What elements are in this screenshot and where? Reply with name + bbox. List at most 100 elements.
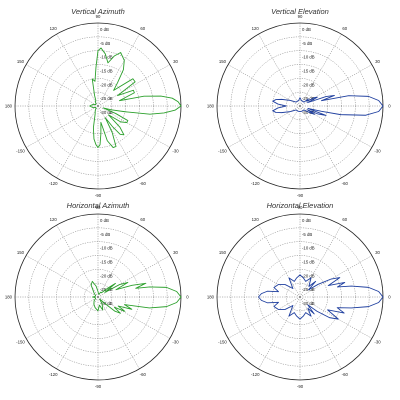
- grid-spoke: [258, 296, 301, 370]
- chart-title: Vertical Azimuth: [71, 7, 125, 16]
- angle-tick-label: -90: [297, 193, 304, 198]
- grid-spoke: [227, 64, 301, 107]
- grid-spoke: [227, 105, 301, 148]
- grid-spoke: [25, 105, 99, 148]
- angle-tick-label: -120: [49, 181, 58, 186]
- grid-ring: [28, 36, 168, 176]
- angle-tick-label: 120: [252, 217, 260, 222]
- angle-tick-label: 30: [375, 250, 380, 255]
- radial-tick-label: -5 dB: [100, 41, 110, 46]
- radial-tick-label: -15 dB: [302, 69, 315, 74]
- grid-ring: [70, 78, 126, 134]
- angle-tick-label: -30: [374, 339, 381, 344]
- radial-tick-label: -15 dB: [302, 260, 315, 265]
- grid-spoke: [25, 64, 99, 107]
- angle-tick-label: 60: [140, 217, 145, 222]
- angle-tick-label: -30: [374, 148, 381, 153]
- grid-spoke: [97, 64, 171, 107]
- grid-spoke: [299, 105, 373, 148]
- angle-tick-label: -120: [251, 372, 260, 377]
- grid-spoke: [97, 33, 140, 107]
- grid-spoke: [299, 224, 342, 298]
- angle-tick-label: 60: [342, 217, 347, 222]
- radial-tick-label: -20 dB: [302, 82, 315, 87]
- angle-tick-label: 0: [388, 295, 391, 300]
- grid-spoke: [56, 33, 99, 107]
- angle-tick-label: -150: [16, 148, 25, 153]
- angle-tick-label: -150: [16, 339, 25, 344]
- radial-tick-label: -15 dB: [100, 260, 113, 265]
- grid-spoke: [25, 255, 99, 298]
- radial-tick-label: -5 dB: [302, 232, 312, 237]
- radial-tick-label: 0 dB: [100, 218, 109, 223]
- chart-title: Vertical Elevation: [271, 7, 329, 16]
- grid-spoke: [227, 255, 301, 298]
- angle-tick-label: 30: [375, 59, 380, 64]
- radial-tick-label: 0 dB: [302, 27, 311, 32]
- chart-title: Horizontal Elevation: [267, 201, 334, 210]
- grid-ring: [28, 227, 168, 367]
- grid-spoke: [97, 105, 171, 148]
- grid-spoke: [97, 255, 171, 298]
- grid-ring: [230, 36, 370, 176]
- angle-tick-label: -30: [172, 339, 179, 344]
- radial-tick-label: -20 dB: [100, 82, 113, 87]
- grid-ring: [285, 91, 315, 121]
- angle-tick-label: 0: [186, 104, 189, 109]
- angle-tick-label: -90: [95, 384, 102, 389]
- grid-spoke: [299, 296, 342, 370]
- angle-tick-label: 150: [17, 59, 25, 64]
- radial-tick-label: -30 dB: [100, 110, 113, 115]
- radial-tick-label: -20 dB: [100, 273, 113, 278]
- grid-spoke: [97, 296, 171, 339]
- grid-spoke: [227, 296, 301, 339]
- angle-tick-label: -60: [342, 372, 349, 377]
- angle-tick-label: 150: [17, 250, 25, 255]
- radial-tick-label: -5 dB: [100, 232, 110, 237]
- pattern-trace-1: [258, 274, 384, 320]
- grid-spoke: [97, 105, 140, 179]
- pattern-trace-1: [89, 47, 182, 149]
- grid-spoke: [258, 224, 301, 298]
- angle-tick-label: 180: [5, 295, 13, 300]
- angle-tick-label: 180: [5, 104, 13, 109]
- grid-spoke: [97, 296, 140, 370]
- angle-tick-label: -90: [95, 193, 102, 198]
- angle-tick-label: -60: [140, 181, 147, 186]
- angle-tick-label: -90: [297, 384, 304, 389]
- grid-spoke: [299, 64, 373, 107]
- grid-spoke: [25, 296, 99, 339]
- angle-tick-label: 90: [298, 14, 303, 19]
- angle-tick-label: 90: [298, 205, 303, 210]
- angle-tick-label: -150: [218, 148, 227, 153]
- grid-ring: [285, 282, 315, 312]
- pattern-trace-1: [272, 95, 384, 116]
- angle-tick-label: 150: [219, 250, 227, 255]
- angle-tick-label: 120: [50, 26, 58, 31]
- grid-spoke: [299, 33, 342, 107]
- grid-spoke: [56, 105, 99, 179]
- angle-tick-label: 90: [96, 14, 101, 19]
- angle-tick-label: -60: [140, 372, 147, 377]
- angle-tick-label: -150: [218, 339, 227, 344]
- angle-tick-label: -120: [49, 372, 58, 377]
- grid-ring: [83, 282, 113, 312]
- radial-tick-label: 0 dB: [302, 218, 311, 223]
- angle-tick-label: 90: [96, 205, 101, 210]
- grid-ring: [272, 269, 328, 325]
- angle-tick-label: 30: [173, 250, 178, 255]
- radial-tick-label: -30 dB: [100, 301, 113, 306]
- radial-tick-label: -10 dB: [302, 246, 315, 251]
- angle-tick-label: 180: [207, 295, 215, 300]
- grid-spoke: [299, 105, 342, 179]
- angle-tick-label: 120: [252, 26, 260, 31]
- angle-tick-label: 150: [219, 59, 227, 64]
- radial-tick-label: -10 dB: [302, 55, 315, 60]
- grid-spoke: [299, 296, 373, 339]
- radial-tick-label: -25 dB: [100, 96, 113, 101]
- grid-ring: [83, 91, 113, 121]
